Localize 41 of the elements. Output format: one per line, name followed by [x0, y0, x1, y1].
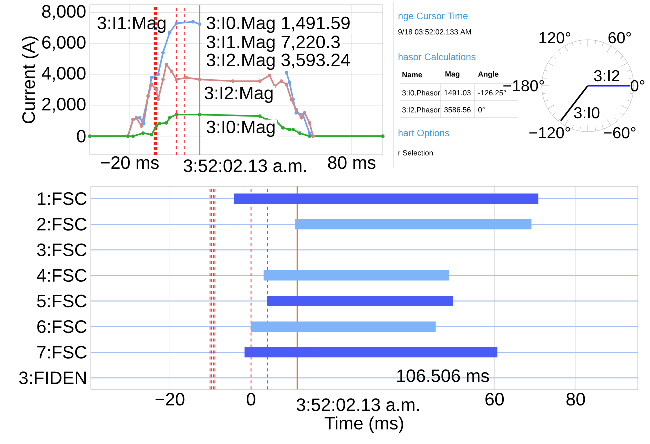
text: 60°: [608, 32, 632, 44]
text: 3:I2: [594, 70, 620, 82]
y-axis-title: Current (A): [22, 36, 39, 124]
text: 3:I0: [574, 107, 600, 119]
text: 120°: [540, 32, 571, 44]
text: nge Cursor Time: [398, 12, 468, 22]
text: hart Options: [398, 130, 450, 138]
y-tick-label: 8,000: [42, 5, 86, 20]
y-tick-label: 1:FSC: [38, 192, 87, 206]
x-tick-label: 0: [247, 393, 256, 406]
text: 3:52:02.13 a.m.: [184, 160, 306, 172]
y-tick-label: 4:FSC: [37, 269, 87, 282]
annotation: 3:I1:Mag: [98, 16, 166, 34]
y-tick-label: 5:FSC: [37, 294, 87, 308]
annotation: 3:I1.Mag 7,220.3: [206, 36, 340, 52]
y-tick-label: 6:FSC: [38, 320, 87, 334]
annotation: 3:I2.Mag 3,593.24: [206, 54, 350, 70]
x-tick-label: −20: [156, 393, 185, 406]
x-tick-label: 80: [566, 393, 586, 406]
x-axis-title: Time (ms): [324, 416, 404, 434]
annotation: 3:I0.Mag 1,491.59: [206, 16, 350, 34]
y-tick-label: 3:FSC: [37, 244, 87, 256]
annotation: 3:I0:Mag: [206, 120, 275, 138]
y-tick-label: 2:FSC: [38, 218, 87, 231]
text: −60°: [604, 127, 636, 139]
y-tick-label: 3:FIDEN: [19, 372, 86, 384]
y-tick-label: 0: [77, 130, 86, 143]
annotation: 106.506 ms: [398, 370, 490, 382]
annotation: 3:I2:Mag: [204, 86, 273, 104]
text: hasor Calculations: [398, 54, 476, 60]
text: 0°: [631, 80, 645, 92]
y-tick-label: 2,000: [42, 98, 86, 113]
text: −180°: [504, 80, 544, 92]
x-tick-label: 80 ms: [328, 156, 376, 170]
y-tick-label: 7:FSC: [38, 346, 87, 359]
text: −120°: [530, 127, 570, 139]
text: 3:52:02.13 a.m.: [296, 398, 420, 412]
x-tick-label: 60: [486, 393, 504, 406]
y-tick-label: 4,000: [42, 67, 86, 82]
y-tick-label: 6,000: [42, 36, 86, 52]
x-tick-label: −20 ms: [101, 156, 159, 170]
